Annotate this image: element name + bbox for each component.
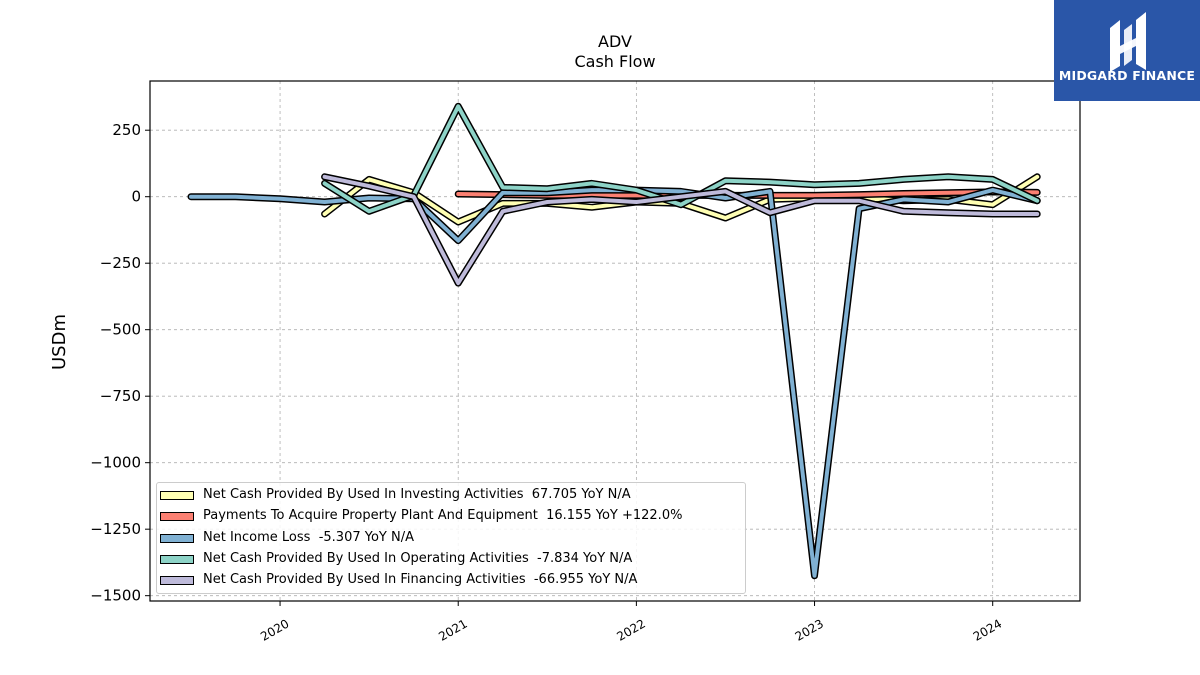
y-tick-label: −1000 xyxy=(90,454,141,472)
series-lines xyxy=(187,102,1041,580)
x-tick-label: 2024 xyxy=(971,616,1004,643)
y-tick-label: 0 xyxy=(131,188,141,206)
chart-title: ADV xyxy=(598,32,632,51)
series-line-3 xyxy=(322,104,1040,214)
legend-swatch xyxy=(160,576,194,586)
midgard-logo-icon xyxy=(1054,0,1200,101)
x-tick-label: 2020 xyxy=(258,616,291,643)
legend-label: Payments To Acquire Property Plant And E… xyxy=(203,508,683,524)
y-tick-label: −500 xyxy=(100,321,141,339)
legend-swatch xyxy=(160,533,194,543)
logo-text: MIDGARD FINANCE xyxy=(1058,68,1196,83)
y-tick-label: −750 xyxy=(100,387,141,405)
plot-area-frame xyxy=(149,80,1081,602)
x-tick-label: 2023 xyxy=(793,616,826,643)
x-tick-label: 2021 xyxy=(436,616,469,643)
legend-item: Payments To Acquire Property Plant And E… xyxy=(157,506,745,527)
legend-label: Net Cash Provided By Used In Investing A… xyxy=(203,487,631,502)
y-axis-label: USDm xyxy=(49,314,70,370)
x-tick-label: 2022 xyxy=(614,616,647,643)
brand-logo: MIDGARD FINANCE xyxy=(1054,0,1200,101)
y-tick-label: −1500 xyxy=(90,587,141,605)
chart-subtitle: Cash Flow xyxy=(574,52,656,71)
legend-swatch xyxy=(160,491,194,500)
y-tick-label: 250 xyxy=(112,121,141,139)
legend-swatch xyxy=(160,512,194,522)
legend-item: Net Income Loss -5.307 YoY N/A xyxy=(157,528,745,549)
legend-item: Net Cash Provided By Used In Operating A… xyxy=(157,549,745,570)
legend: Net Cash Provided By Used In Investing A… xyxy=(156,482,746,594)
legend-item: Net Cash Provided By Used In Financing A… xyxy=(157,570,745,591)
y-tick-label: −250 xyxy=(100,254,141,272)
legend-label: Net Cash Provided By Used In Operating A… xyxy=(203,550,633,566)
y-tick-label: −1250 xyxy=(90,520,141,538)
legend-label: Net Cash Provided By Used In Financing A… xyxy=(203,572,638,588)
series-line-4 xyxy=(322,174,1040,286)
legend-label: Net Income Loss -5.307 YoY N/A xyxy=(203,529,414,545)
legend-item: Net Cash Provided By Used In Investing A… xyxy=(157,485,745,506)
legend-swatch xyxy=(160,554,194,564)
